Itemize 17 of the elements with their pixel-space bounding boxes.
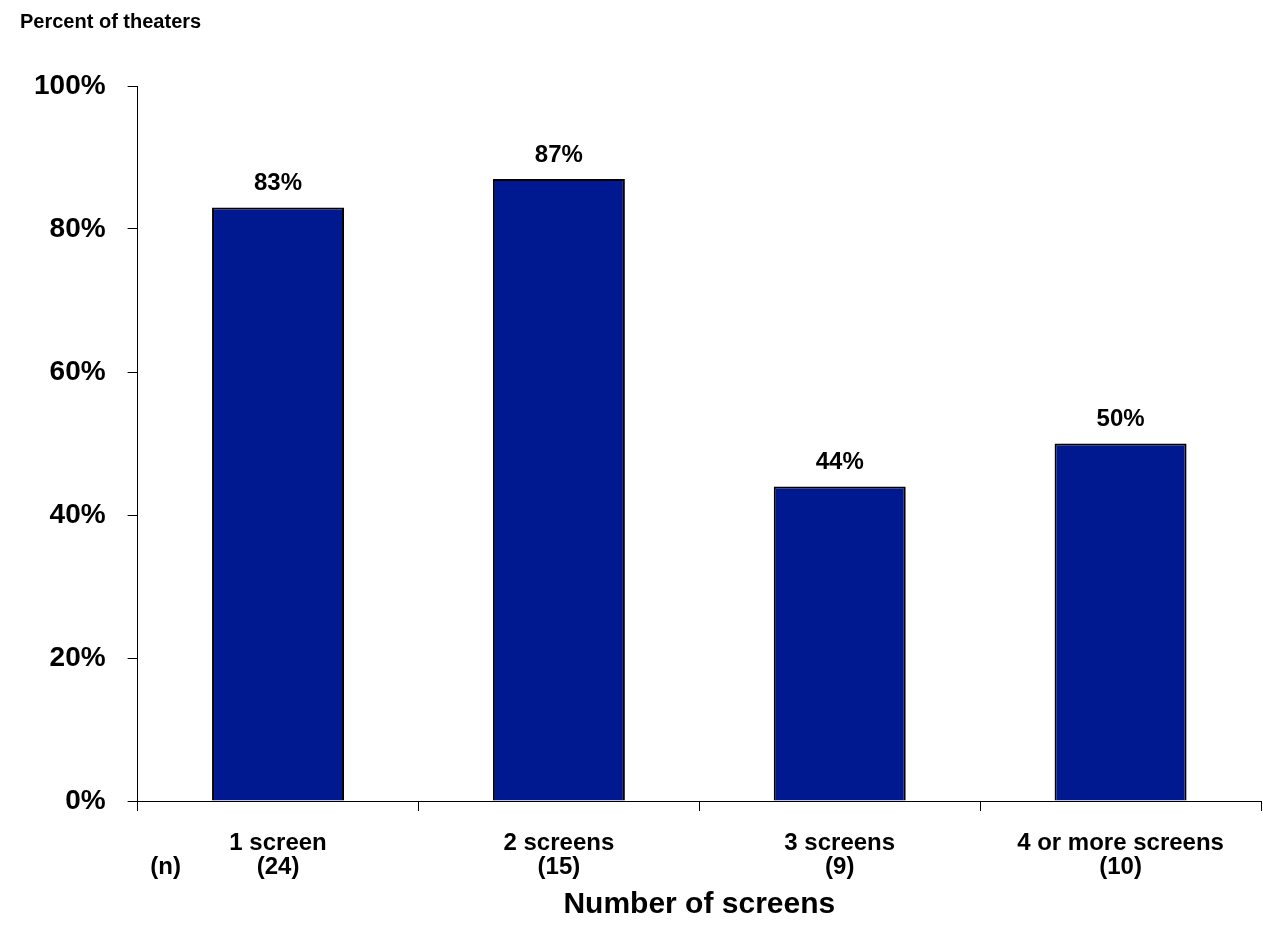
y-tick-label: 20% <box>49 640 106 672</box>
x-axis-title: Number of screens <box>563 886 836 920</box>
data-label: 87% <box>534 139 583 167</box>
y-tick-label: 0% <box>65 783 106 815</box>
data-label: 44% <box>815 447 864 475</box>
text: (n) <box>150 851 181 879</box>
data-label: 50% <box>1096 404 1145 432</box>
y-tick-label: 80% <box>49 211 106 243</box>
x-tick-label: 2 screens (15) <box>503 827 615 879</box>
y-tick-label: 100% <box>33 68 106 100</box>
x-tick-label: 1 screen (24) <box>229 827 327 879</box>
data-label: 83% <box>254 168 303 196</box>
x-tick-label: 4 or more screens (10) <box>1017 827 1224 879</box>
y-tick-label: 40% <box>49 497 106 529</box>
y-tick-label: 60% <box>49 354 106 386</box>
y-axis-title: Percent of theaters <box>20 9 202 32</box>
x-tick-label: 3 screens (9) <box>784 827 896 879</box>
